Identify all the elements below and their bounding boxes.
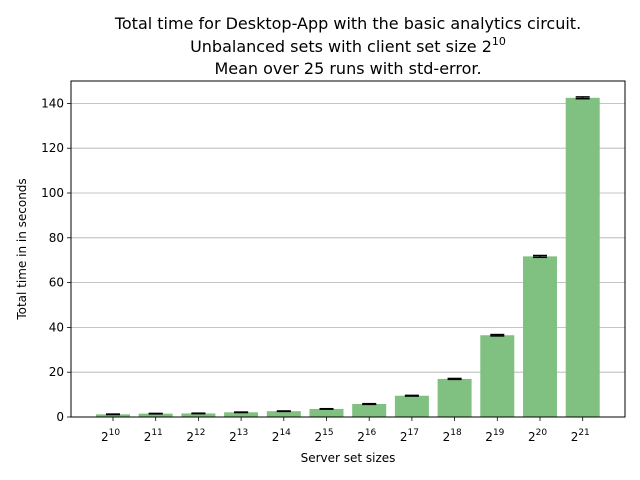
bar bbox=[480, 335, 515, 417]
x-tick-label-exponent: 20 bbox=[536, 428, 548, 438]
x-tick-label-base: 2 bbox=[229, 430, 237, 444]
x-tick-label: 221 bbox=[571, 428, 590, 444]
x-tick-label-base: 2 bbox=[443, 430, 451, 444]
x-axis-ticks: 210 211 212 213 214 215 216 217 218 219 220 221 bbox=[101, 417, 590, 444]
x-tick-label-base: 2 bbox=[400, 430, 408, 444]
x-tick-label-base: 2 bbox=[485, 430, 493, 444]
x-tick-label-base: 2 bbox=[357, 430, 365, 444]
y-tick-label: 100 bbox=[41, 186, 64, 200]
chart-title-line-1: Total time for Desktop-App with the basi… bbox=[114, 14, 581, 33]
x-tick-label-base: 2 bbox=[315, 430, 323, 444]
x-tick-label-exponent: 13 bbox=[237, 428, 248, 438]
y-tick-label: 0 bbox=[56, 410, 64, 424]
gridlines bbox=[71, 103, 625, 418]
y-tick-label: 80 bbox=[49, 231, 64, 245]
x-tick-label: 216 bbox=[357, 428, 376, 444]
x-tick-label: 220 bbox=[528, 428, 547, 444]
x-tick-label-exponent: 21 bbox=[578, 428, 589, 438]
x-tick-label-base: 2 bbox=[528, 430, 536, 444]
x-tick-label-base: 2 bbox=[571, 430, 579, 444]
bar bbox=[437, 378, 472, 417]
bar bbox=[523, 256, 557, 417]
y-tick-label: 40 bbox=[49, 320, 64, 334]
x-tick-label-exponent: 12 bbox=[194, 428, 205, 438]
x-tick-label: 210 bbox=[101, 428, 120, 444]
chart-title-line-2-exponent: 10 bbox=[492, 35, 506, 48]
x-tick-label-base: 2 bbox=[144, 430, 152, 444]
x-tick-label: 211 bbox=[144, 428, 163, 444]
chart-title-line-3: Mean over 25 runs with std-error. bbox=[214, 59, 481, 78]
bar bbox=[309, 408, 344, 417]
x-tick-label: 214 bbox=[272, 428, 291, 444]
x-tick-label-exponent: 10 bbox=[109, 428, 121, 438]
bar bbox=[565, 97, 600, 418]
bar bbox=[352, 404, 387, 417]
chart-title-line-2-text: Unbalanced sets with client set size 2 bbox=[190, 37, 492, 56]
bar bbox=[394, 395, 429, 417]
x-tick-label-exponent: 11 bbox=[151, 428, 162, 438]
bar bbox=[181, 413, 216, 417]
error-bars bbox=[106, 96, 590, 416]
y-axis-ticks: 0 20 40 60 80 100 120 140 bbox=[41, 96, 71, 424]
y-axis-label: Total time in in seconds bbox=[15, 178, 29, 320]
x-tick-label: 219 bbox=[485, 428, 504, 444]
bar bbox=[224, 412, 259, 417]
x-tick-label: 212 bbox=[186, 428, 205, 444]
bars bbox=[96, 97, 600, 418]
x-tick-label-exponent: 18 bbox=[450, 428, 462, 438]
bar bbox=[138, 413, 173, 417]
x-tick-label: 218 bbox=[443, 428, 462, 444]
x-tick-label-base: 2 bbox=[101, 430, 109, 444]
y-tick-label: 140 bbox=[41, 96, 64, 110]
y-tick-label: 60 bbox=[49, 276, 64, 290]
bar bbox=[266, 411, 301, 417]
y-tick-label: 120 bbox=[41, 141, 64, 155]
x-tick-label-exponent: 17 bbox=[408, 428, 419, 438]
plot-frame bbox=[70, 80, 626, 418]
x-tick-label: 215 bbox=[315, 428, 334, 444]
bar bbox=[96, 414, 130, 417]
x-tick-label: 213 bbox=[229, 428, 248, 444]
chart-title-line-2: Unbalanced sets with client set size 210 bbox=[190, 35, 506, 56]
x-tick-label: 217 bbox=[400, 428, 419, 444]
x-tick-label-exponent: 15 bbox=[322, 428, 333, 438]
x-axis-label: Server set sizes bbox=[301, 451, 396, 465]
x-tick-label-exponent: 16 bbox=[365, 428, 377, 438]
x-tick-label-exponent: 19 bbox=[493, 428, 505, 438]
x-tick-label-exponent: 14 bbox=[279, 428, 291, 438]
x-tick-label-base: 2 bbox=[272, 430, 280, 444]
y-tick-label: 20 bbox=[49, 365, 64, 379]
x-tick-label-base: 2 bbox=[186, 430, 194, 444]
